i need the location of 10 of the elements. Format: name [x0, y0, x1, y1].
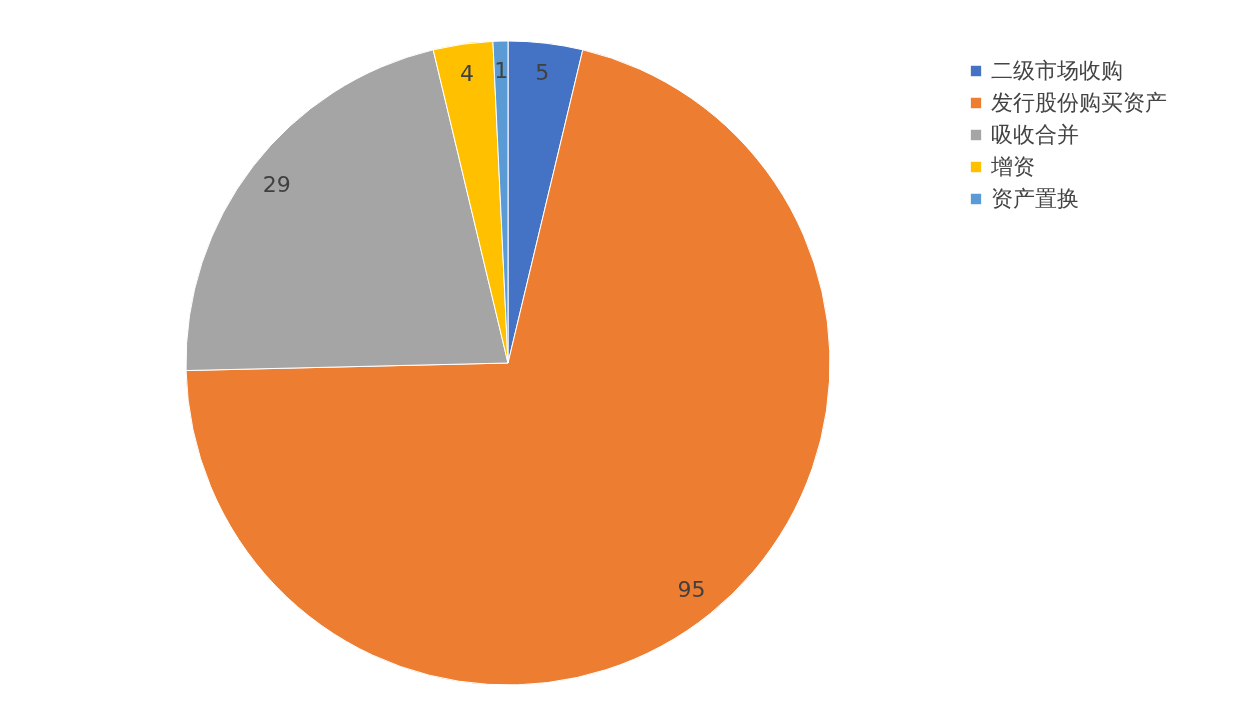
data-label: 29: [262, 171, 291, 197]
data-label: 5: [535, 60, 550, 85]
legend-label: 发行股份购买资产: [991, 90, 1167, 115]
legend-label: 二级市场收购: [991, 58, 1123, 83]
data-label: 95: [677, 577, 706, 603]
data-label: 4: [460, 60, 475, 86]
legend-label: 增资: [990, 154, 1035, 179]
legend-label: 吸收合并: [991, 122, 1079, 147]
legend-label: 资产置换: [991, 186, 1079, 211]
data-label: 1: [494, 58, 509, 84]
